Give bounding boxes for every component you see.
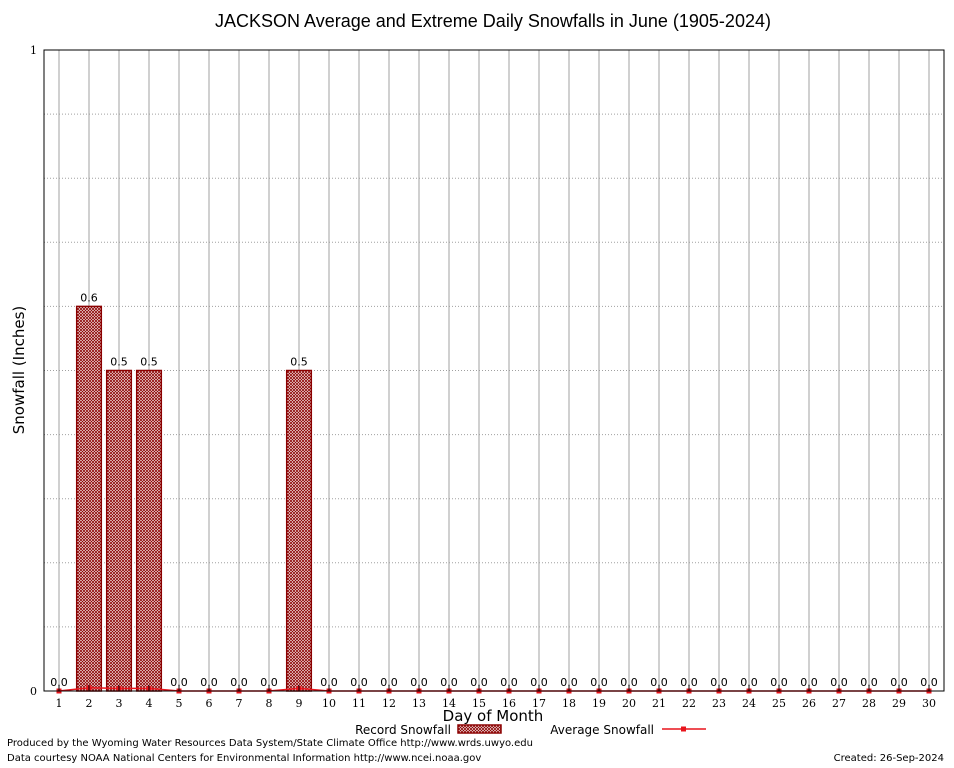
record-value-label: 0.0 (50, 676, 68, 689)
record-value-label: 0.5 (110, 356, 128, 369)
record-value-label: 0.0 (830, 676, 848, 689)
record-value-label: 0.0 (590, 676, 608, 689)
x-tick-label: 22 (682, 697, 696, 710)
created-date: Created: 26-Sep-2024 (833, 753, 944, 764)
chart-title: JACKSON Average and Extreme Daily Snowfa… (215, 11, 771, 31)
record-value-label: 0.0 (500, 676, 518, 689)
legend-average-marker (681, 726, 686, 732)
x-tick-label: 14 (442, 697, 456, 710)
plot-frame (43, 49, 945, 692)
data-labels: 0.0 0.6 0.5 0.5 0.0 0.0 0.0 0.0 0.5 0.0 0.0 0.0 0.0 0… (50, 291, 938, 689)
record-bar (285, 369, 313, 692)
record-value-label: 0.0 (320, 676, 338, 689)
x-tick-label: 12 (382, 697, 396, 710)
x-tick-label: 25 (772, 697, 786, 710)
record-value-label: 0.6 (80, 291, 98, 304)
x-tick-label: 18 (562, 697, 576, 710)
x-tick-label: 7 (236, 697, 243, 710)
legend-record-swatch (457, 724, 502, 734)
x-tick-label: 13 (412, 697, 426, 710)
x-tick-label: 24 (742, 697, 756, 710)
x-tick-label: 10 (322, 697, 336, 710)
grid-lines (44, 50, 944, 691)
record-bar (75, 305, 103, 692)
record-value-label: 0.0 (380, 676, 398, 689)
record-value-label: 0.0 (890, 676, 908, 689)
record-value-label: 0.0 (860, 676, 878, 689)
legend-record-label: Record Snowfall (355, 723, 451, 737)
y-tick-label: 1 (30, 44, 37, 57)
record-value-label: 0.0 (680, 676, 698, 689)
record-value-label: 0.0 (260, 676, 278, 689)
record-value-label: 0.0 (350, 676, 368, 689)
producer-credit: Produced by the Wyoming Water Resources … (7, 738, 533, 749)
x-tick-label: 19 (592, 697, 606, 710)
record-value-label: 0.0 (620, 676, 638, 689)
record-bars (75, 305, 313, 692)
record-value-label: 0.0 (740, 676, 758, 689)
record-value-label: 0.0 (770, 676, 788, 689)
record-bar (135, 369, 163, 692)
x-axis-label: Day of Month (443, 707, 544, 725)
x-tick-label: 11 (352, 697, 366, 710)
record-value-label: 0.0 (560, 676, 578, 689)
axes: 1 2 3 4 5 6 7 8 9 10 11 12 13 14 15 16 17 18 19 20 21 22 23 24 2… (30, 44, 936, 710)
x-tick-label: 3 (116, 697, 123, 710)
record-value-label: 0.5 (140, 356, 158, 369)
record-value-label: 0.0 (710, 676, 728, 689)
x-tick-label: 17 (532, 697, 546, 710)
x-tick-label: 27 (832, 697, 846, 710)
data-credit: Data courtesy NOAA National Centers for … (7, 753, 482, 764)
x-tick-label: 15 (472, 697, 486, 710)
x-tick-label: 20 (622, 697, 636, 710)
x-tick-label: 21 (652, 697, 666, 710)
x-tick-label: 6 (206, 697, 213, 710)
record-value-label: 0.5 (290, 356, 308, 369)
legend: Record Snowfall Average Snowfall (355, 723, 706, 737)
record-value-label: 0.0 (920, 676, 938, 689)
record-value-label: 0.0 (530, 676, 548, 689)
y-tick-label: 0 (30, 685, 37, 698)
x-tick-label: 4 (146, 697, 153, 710)
record-value-label: 0.0 (650, 676, 668, 689)
x-tick-label: 16 (502, 697, 516, 710)
y-axis-label: Snowfall (Inches) (10, 306, 28, 434)
x-tick-label: 26 (802, 697, 816, 710)
record-value-label: 0.0 (170, 676, 188, 689)
record-bar (105, 369, 133, 692)
record-value-label: 0.0 (200, 676, 218, 689)
record-value-label: 0.0 (800, 676, 818, 689)
x-tick-label: 1 (56, 697, 63, 710)
record-value-label: 0.0 (440, 676, 458, 689)
x-tick-label: 30 (922, 697, 936, 710)
x-tick-label: 28 (862, 697, 876, 710)
record-value-label: 0.0 (470, 676, 488, 689)
record-value-label: 0.0 (230, 676, 248, 689)
legend-average-label: Average Snowfall (550, 723, 654, 737)
x-tick-label: 9 (296, 697, 303, 710)
x-tick-label: 5 (176, 697, 183, 710)
x-tick-label: 29 (892, 697, 906, 710)
x-tick-label: 23 (712, 697, 726, 710)
x-tick-label: 8 (266, 697, 273, 710)
x-tick-label: 2 (86, 697, 93, 710)
record-value-label: 0.0 (410, 676, 428, 689)
